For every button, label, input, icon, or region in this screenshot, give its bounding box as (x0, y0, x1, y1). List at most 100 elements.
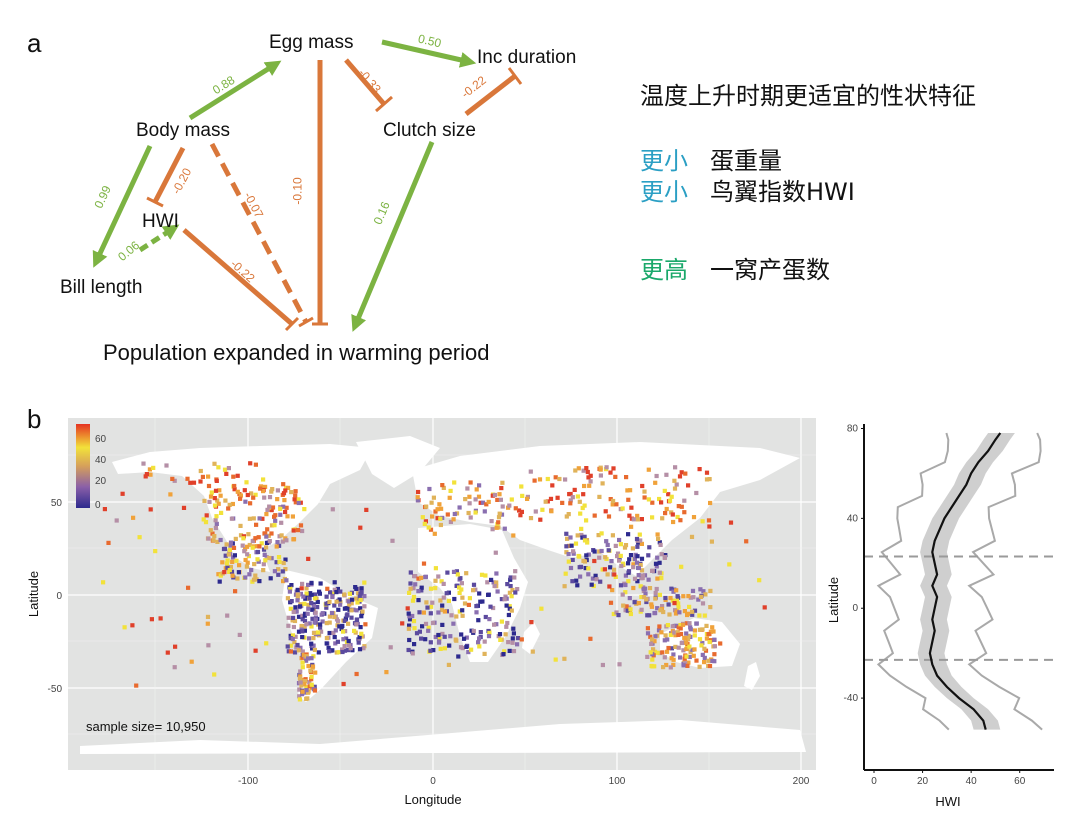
summary-trait: 蛋重量 (710, 147, 782, 175)
occurrence-point (499, 597, 504, 602)
occurrence-point (682, 609, 687, 614)
occurrence-point (336, 607, 341, 612)
occurrence-point (309, 641, 314, 646)
occurrence-point (460, 646, 465, 651)
occurrence-point (660, 604, 665, 609)
occurrence-point (649, 604, 654, 609)
occurrence-point (646, 467, 651, 472)
occurrence-point (424, 504, 429, 509)
hwi-y-tick: 0 (852, 603, 858, 614)
occurrence-point (291, 528, 296, 533)
occurrence-point (604, 465, 609, 470)
occurrence-point (243, 575, 248, 580)
occurrence-point (261, 568, 266, 573)
occurrence-point (673, 633, 678, 638)
occurrence-point (660, 516, 665, 521)
occurrence-point (573, 468, 578, 473)
occurrence-point (671, 657, 676, 662)
occurrence-point (582, 534, 587, 539)
occurrence-point (497, 492, 502, 497)
occurrence-point (613, 543, 618, 548)
occurrence-point (584, 518, 589, 523)
occurrence-point (270, 505, 276, 510)
occurrence-point (590, 576, 595, 581)
occurrence-point (447, 495, 452, 500)
occurrence-point (293, 489, 298, 494)
occurrence-point (623, 573, 628, 578)
occurrence-point (668, 632, 673, 637)
occurrence-point (433, 509, 438, 514)
occurrence-point (608, 600, 614, 605)
occurrence-point (217, 579, 222, 584)
occurrence-point (316, 630, 321, 635)
occurrence-point (336, 619, 341, 624)
occurrence-point (310, 646, 315, 651)
occurrence-point (309, 580, 314, 585)
occurrence-point (406, 647, 411, 653)
occurrence-point (147, 467, 152, 472)
occurrence-point (507, 503, 512, 508)
occurrence-point (296, 528, 301, 533)
occurrence-point (327, 620, 332, 625)
occurrence-point (632, 556, 637, 562)
occurrence-point (663, 633, 668, 638)
occurrence-point (406, 626, 411, 631)
occurrence-point (680, 622, 686, 627)
occurrence-point (663, 595, 668, 601)
occurrence-point (315, 599, 320, 605)
occurrence-point (419, 575, 424, 580)
occurrence-point (646, 553, 651, 558)
occurrence-point (297, 687, 302, 692)
occurrence-point (264, 555, 269, 560)
occurrence-point (205, 621, 210, 626)
occurrence-point (645, 654, 650, 659)
occurrence-point (249, 491, 254, 496)
occurrence-point (248, 461, 253, 466)
occurrence-point (568, 535, 573, 540)
occurrence-point (433, 566, 438, 571)
occurrence-point (681, 663, 686, 668)
occurrence-point (477, 483, 482, 488)
occurrence-point (623, 590, 628, 595)
occurrence-point (700, 519, 705, 524)
occurrence-point (645, 626, 650, 631)
north-america-land (112, 444, 372, 572)
occurrence-point (292, 650, 298, 655)
occurrence-point (628, 553, 634, 558)
occurrence-point (293, 605, 298, 610)
occurrence-point (519, 484, 524, 489)
occurrence-point (170, 476, 175, 481)
occurrence-point (257, 579, 262, 584)
occurrence-point (647, 586, 653, 591)
occurrence-point (296, 648, 301, 653)
occurrence-point (437, 639, 442, 644)
occurrence-point (102, 507, 107, 512)
occurrence-point (206, 536, 211, 541)
occurrence-point (342, 618, 347, 623)
occurrence-point (504, 624, 509, 629)
occurrence-point (690, 588, 696, 593)
occurrence-point (334, 590, 339, 595)
occurrence-point (408, 581, 413, 586)
occurrence-point (417, 629, 422, 634)
occurrence-point (511, 649, 517, 654)
occurrence-point (639, 568, 645, 573)
occurrence-point (362, 604, 367, 609)
occurrence-point (165, 650, 170, 655)
occurrence-point (691, 515, 697, 520)
occurrence-point (704, 623, 709, 628)
occurrence-point (302, 618, 308, 623)
occurrence-point (575, 494, 580, 499)
occurrence-point (513, 506, 518, 511)
occurrence-point (576, 466, 581, 471)
occurrence-point (511, 631, 516, 636)
occurrence-point (574, 578, 579, 583)
occurrence-point (708, 605, 713, 610)
occurrence-point (411, 586, 416, 591)
occurrence-point (609, 559, 614, 564)
occurrence-point (221, 546, 227, 552)
occurrence-point (243, 499, 248, 504)
occurrence-point (669, 494, 674, 499)
occurrence-point (744, 539, 749, 544)
occurrence-point (592, 549, 597, 554)
